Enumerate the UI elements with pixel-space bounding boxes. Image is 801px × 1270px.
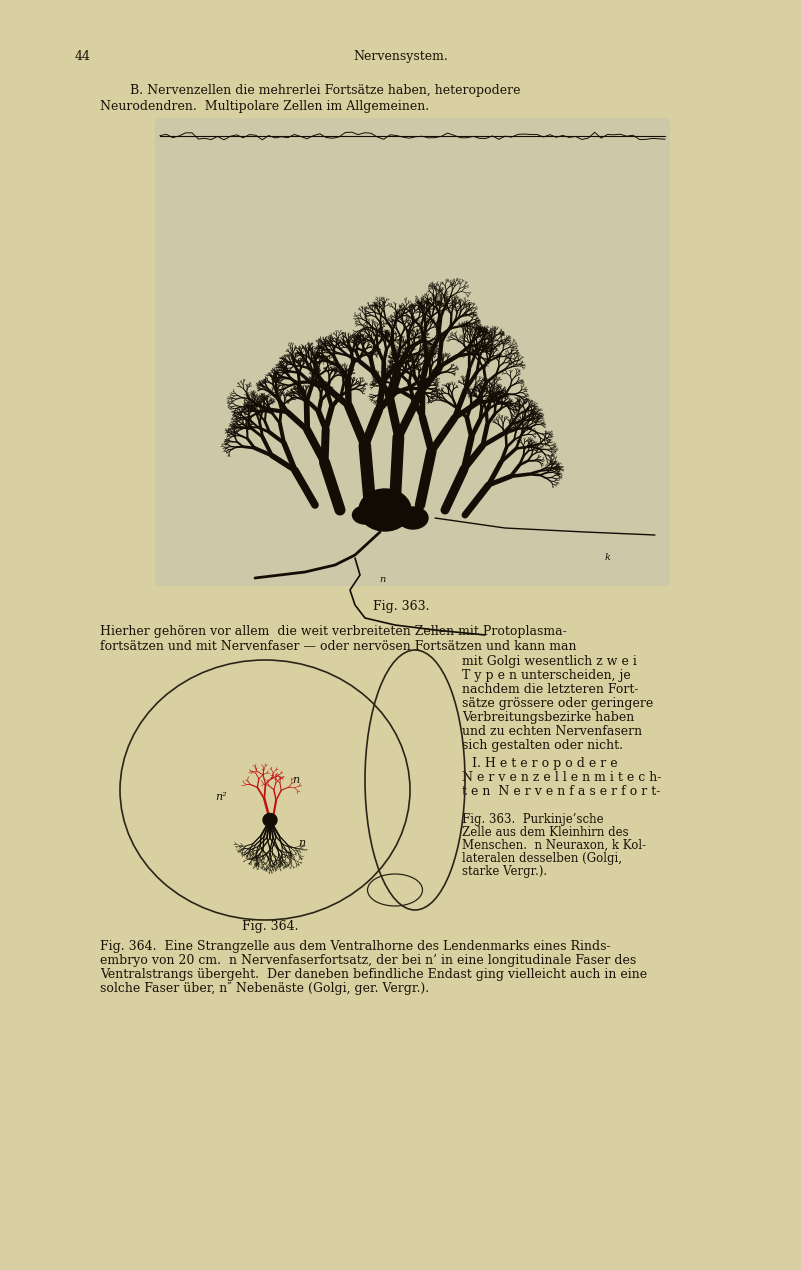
Text: nachdem die letzteren Fort-: nachdem die letzteren Fort- bbox=[462, 683, 638, 696]
Text: und zu echten Nervenfasern: und zu echten Nervenfasern bbox=[462, 725, 642, 738]
Text: Nervensystem.: Nervensystem. bbox=[353, 50, 449, 64]
Text: sätze grössere oder geringere: sätze grössere oder geringere bbox=[462, 697, 654, 710]
Text: Zelle aus dem Kleinhirn des: Zelle aus dem Kleinhirn des bbox=[462, 826, 629, 839]
Text: Fig. 364.: Fig. 364. bbox=[242, 919, 298, 933]
Ellipse shape bbox=[398, 507, 428, 530]
Text: Fig. 363.  Purkinje’sche: Fig. 363. Purkinje’sche bbox=[462, 813, 604, 826]
Text: n: n bbox=[379, 575, 385, 584]
Text: Menschen.  n Neuraxon, k Kol-: Menschen. n Neuraxon, k Kol- bbox=[462, 839, 646, 852]
Text: Neurodendren.  Multipolare Zellen im Allgemeinen.: Neurodendren. Multipolare Zellen im Allg… bbox=[100, 100, 429, 113]
Text: 44: 44 bbox=[75, 50, 91, 64]
Ellipse shape bbox=[352, 505, 377, 525]
Text: B. Nervenzellen die mehrerlei Fortsätze haben, heteropodere: B. Nervenzellen die mehrerlei Fortsätze … bbox=[130, 84, 521, 97]
Text: Verbreitungsbezirke haben: Verbreitungsbezirke haben bbox=[462, 711, 634, 724]
Text: N e r v e n z e l l e n m i t e c h-: N e r v e n z e l l e n m i t e c h- bbox=[462, 771, 662, 784]
Text: Fig. 364.  Eine Strangzelle aus dem Ventralhorne des Lendenmarks eines Rinds-: Fig. 364. Eine Strangzelle aus dem Ventr… bbox=[100, 940, 610, 952]
Text: starke Vergr.).: starke Vergr.). bbox=[462, 865, 547, 878]
Text: fortsätzen und mit Nervenfaser — oder nervösen Fortsätzen und kann man: fortsätzen und mit Nervenfaser — oder ne… bbox=[100, 640, 577, 653]
Text: Hierher gehören vor allem  die weit verbreiteten Zellen mit Protoplasma-: Hierher gehören vor allem die weit verbr… bbox=[100, 625, 567, 638]
Text: Fig. 363.: Fig. 363. bbox=[372, 599, 429, 613]
Text: I. H e t e r o p o d e r e: I. H e t e r o p o d e r e bbox=[472, 757, 618, 770]
Ellipse shape bbox=[263, 814, 277, 827]
Text: n²: n² bbox=[215, 792, 227, 801]
Text: solche Faser über, n″ Nebenäste (Golgi, ger. Vergr.).: solche Faser über, n″ Nebenäste (Golgi, … bbox=[100, 982, 429, 994]
Ellipse shape bbox=[359, 489, 411, 531]
Text: lateralen desselben (Golgi,: lateralen desselben (Golgi, bbox=[462, 852, 622, 865]
Text: Ventralstrangs übergeht.  Der daneben befindliche Endast ging vielleicht auch in: Ventralstrangs übergeht. Der daneben bef… bbox=[100, 968, 647, 980]
Text: T y p e n unterscheiden, je: T y p e n unterscheiden, je bbox=[462, 669, 630, 682]
Text: mit Golgi wesentlich z w e i: mit Golgi wesentlich z w e i bbox=[462, 655, 637, 668]
Text: k: k bbox=[605, 552, 611, 563]
Text: t e n  N e r v e n f a s e r f o r t-: t e n N e r v e n f a s e r f o r t- bbox=[462, 785, 660, 798]
Bar bbox=[155, 118, 670, 585]
Text: n: n bbox=[298, 838, 305, 848]
Text: sich gestalten oder nicht.: sich gestalten oder nicht. bbox=[462, 739, 623, 752]
Text: n: n bbox=[292, 775, 299, 785]
Text: embryo von 20 cm.  n Nervenfaserfortsatz, der bei n’ in eine longitudinale Faser: embryo von 20 cm. n Nervenfaserfortsatz,… bbox=[100, 954, 636, 966]
